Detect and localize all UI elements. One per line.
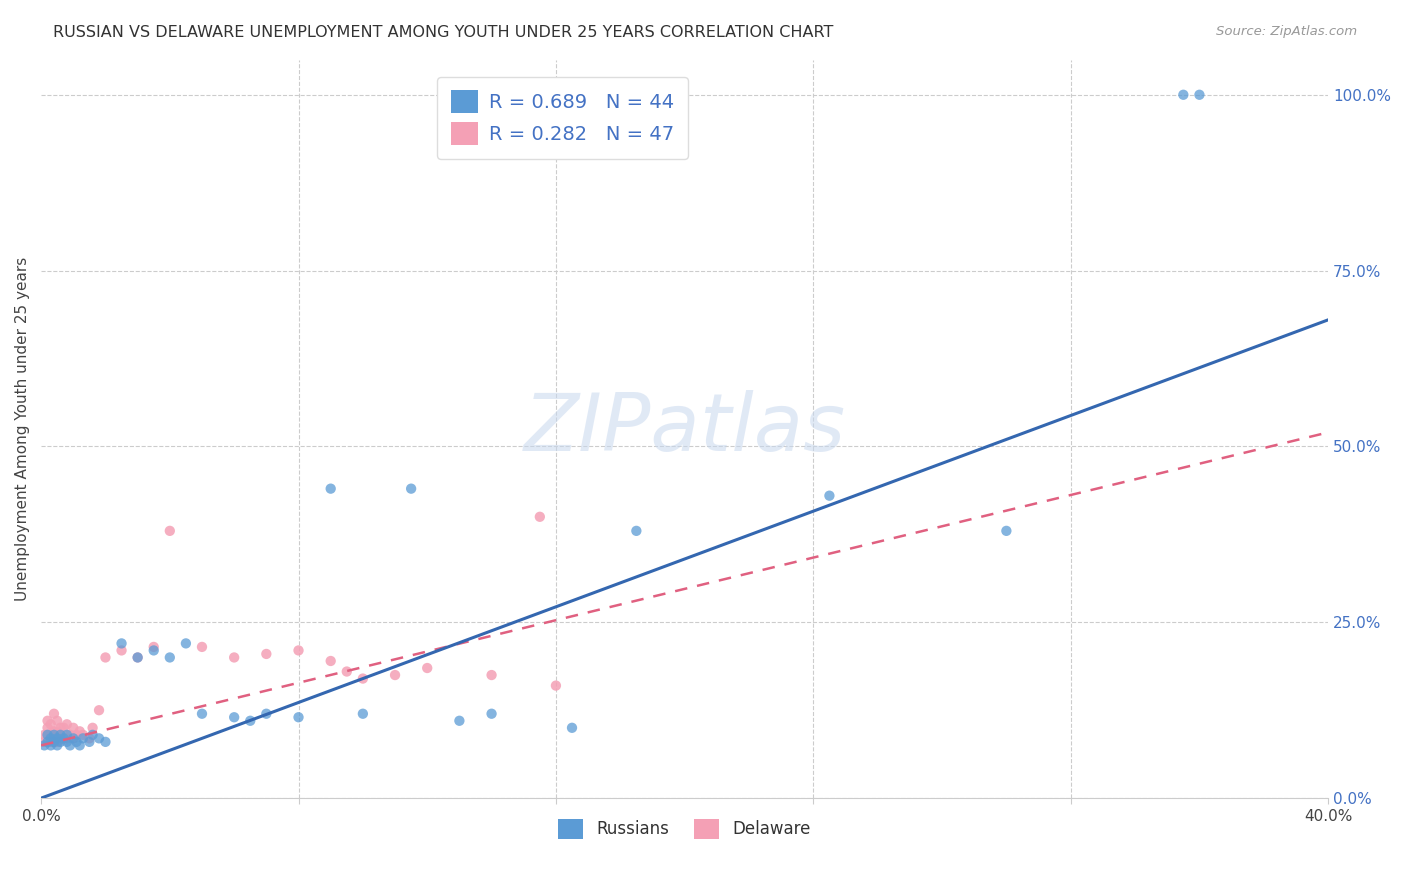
Delaware [384,668,406,682]
Russians [449,714,471,728]
Russians [62,731,84,746]
Delaware [34,735,56,749]
Delaware [37,721,59,735]
Text: RUSSIAN VS DELAWARE UNEMPLOYMENT AMONG YOUTH UNDER 25 YEARS CORRELATION CHART: RUSSIAN VS DELAWARE UNEMPLOYMENT AMONG Y… [53,25,834,40]
Russians [72,731,94,746]
Delaware [352,672,374,686]
Russians [34,739,56,753]
Russians [52,731,75,746]
Delaware [62,731,84,746]
Delaware [46,714,69,728]
Russians [49,728,72,742]
Russians [1188,87,1211,102]
Legend: Russians, Delaware: Russians, Delaware [551,813,818,846]
Russians [46,731,69,746]
Delaware [79,731,101,746]
Delaware [49,721,72,735]
Russians [191,706,214,721]
Russians [39,731,62,746]
Russians [49,735,72,749]
Delaware [39,728,62,742]
Russians [110,636,132,650]
Russians [481,706,503,721]
Russians [56,735,79,749]
Delaware [159,524,181,538]
Russians [174,636,197,650]
Russians [127,650,149,665]
Delaware [336,665,359,679]
Russians [69,739,91,753]
Delaware [416,661,439,675]
Delaware [142,640,165,654]
Delaware [34,728,56,742]
Russians [995,524,1018,538]
Russians [65,735,87,749]
Russians [59,739,82,753]
Delaware [191,640,214,654]
Russians [561,721,583,735]
Delaware [39,717,62,731]
Delaware [52,731,75,746]
Russians [352,706,374,721]
Delaware [65,728,87,742]
Delaware [59,728,82,742]
Russians [37,728,59,742]
Russians [626,524,648,538]
Delaware [37,728,59,742]
Delaware [87,703,110,717]
Delaware [42,735,65,749]
Russians [39,739,62,753]
Russians [42,735,65,749]
Delaware [94,650,117,665]
Russians [254,706,277,721]
Delaware [287,643,309,657]
Delaware [127,650,149,665]
Delaware [62,721,84,735]
Text: ZIPatlas: ZIPatlas [523,390,845,468]
Russians [224,710,246,724]
Russians [239,714,262,728]
Russians [818,489,841,503]
Delaware [224,650,246,665]
Russians [37,735,59,749]
Delaware [49,731,72,746]
Russians [82,728,104,742]
Delaware [319,654,342,668]
Delaware [82,721,104,735]
Russians [1173,87,1195,102]
Delaware [37,714,59,728]
Delaware [56,717,79,731]
Russians [87,731,110,746]
Russians [159,650,181,665]
Y-axis label: Unemployment Among Youth under 25 years: Unemployment Among Youth under 25 years [15,257,30,601]
Delaware [69,724,91,739]
Delaware [42,706,65,721]
Delaware [46,724,69,739]
Delaware [529,509,551,524]
Russians [94,735,117,749]
Delaware [42,724,65,739]
Delaware [72,728,94,742]
Delaware [481,668,503,682]
Russians [287,710,309,724]
Russians [42,728,65,742]
Text: Source: ZipAtlas.com: Source: ZipAtlas.com [1216,25,1357,38]
Russians [46,739,69,753]
Delaware [544,679,567,693]
Russians [79,735,101,749]
Delaware [56,731,79,746]
Russians [142,643,165,657]
Delaware [52,721,75,735]
Delaware [110,643,132,657]
Delaware [254,647,277,661]
Delaware [46,735,69,749]
Delaware [37,735,59,749]
Delaware [39,735,62,749]
Russians [56,728,79,742]
Russians [319,482,342,496]
Russians [399,482,422,496]
